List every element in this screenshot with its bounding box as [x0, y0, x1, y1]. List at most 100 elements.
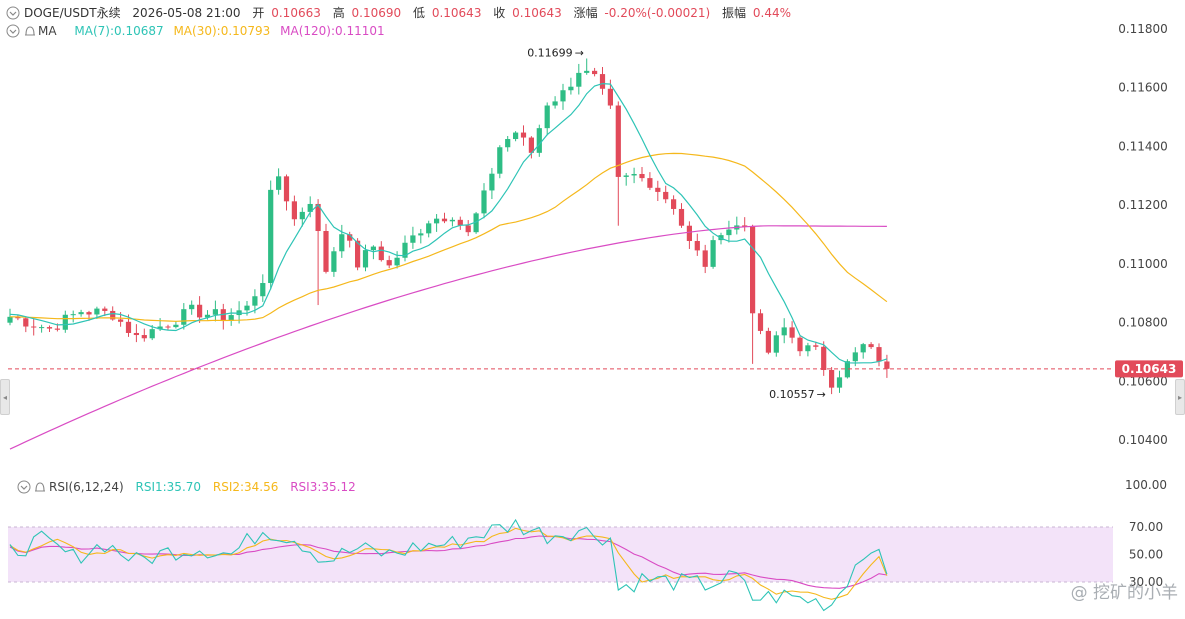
- bell-icon[interactable]: [25, 26, 35, 36]
- candlestick-series: [7, 58, 890, 395]
- candle: [663, 185, 669, 204]
- rsi-legend[interactable]: RSI(6,12,24) RSI1:35.70 RSI2:34.56 RSI3:…: [17, 480, 356, 494]
- left-scroll-handle[interactable]: ◂: [0, 379, 10, 415]
- candle-body: [465, 225, 471, 233]
- candle-body: [836, 377, 843, 388]
- candle: [489, 167, 495, 200]
- candle-body: [418, 233, 424, 236]
- rsi3-legend: RSI3:35.12: [290, 480, 356, 494]
- candle-body: [31, 326, 37, 328]
- candle-body: [402, 242, 408, 258]
- candle-body: [315, 203, 321, 232]
- candle-body: [615, 105, 621, 177]
- price-tick-label: 0.10600: [1118, 375, 1168, 389]
- candle: [62, 310, 68, 333]
- candle: [307, 196, 313, 218]
- arrow-right-icon: →: [817, 388, 826, 401]
- candle: [228, 308, 234, 326]
- candle: [765, 327, 771, 355]
- candle-body: [189, 304, 195, 310]
- candle-body: [497, 147, 503, 174]
- candle-body: [726, 229, 732, 236]
- candle-body: [805, 345, 811, 352]
- candle-body: [821, 346, 827, 371]
- rsi-axis: 100.00 70.00 50.00 30.00: [1125, 478, 1167, 589]
- candle-body: [710, 240, 716, 267]
- ma120-line: [9, 225, 887, 450]
- candle-body: [102, 308, 108, 311]
- candle: [544, 102, 550, 136]
- candle-body: [94, 308, 100, 315]
- amplitude-label: 振幅: [722, 5, 746, 20]
- candle-body: [686, 225, 692, 241]
- high-label: 高: [333, 5, 345, 20]
- candle-body: [441, 218, 448, 222]
- low-label: 低: [413, 6, 425, 20]
- price-tick-label: 0.11200: [1118, 198, 1168, 212]
- candle: [884, 354, 890, 378]
- candle-body: [844, 361, 850, 378]
- candle: [789, 321, 795, 344]
- candle-body: [394, 257, 400, 266]
- candle-body: [876, 347, 882, 362]
- collapse-chevron-icon[interactable]: [17, 480, 31, 494]
- candle: [133, 324, 139, 343]
- svg-text:MA MA(7):0.10687 M: MA MA(7):0.10687 MA(30):0.10793 MA(120):…: [38, 24, 385, 38]
- candle: [568, 77, 574, 95]
- candle-body: [797, 337, 803, 352]
- bell-icon[interactable]: [35, 482, 45, 492]
- svg-text:RSI(6,12,24) RSI1:35.70: RSI(6,12,24) RSI1:35.70 RSI2:34.56 RSI3:…: [49, 480, 356, 494]
- candle: [813, 341, 819, 350]
- candle: [757, 309, 764, 335]
- candle-body: [370, 246, 376, 251]
- candle: [710, 235, 716, 269]
- candle: [686, 221, 692, 249]
- candle-body: [78, 312, 84, 315]
- candle-body: [742, 225, 748, 227]
- candle: [189, 300, 195, 315]
- candle-body: [86, 312, 92, 315]
- chevron-down-icon: [9, 11, 17, 16]
- candle-body: [528, 137, 534, 153]
- candle: [434, 214, 440, 232]
- candle: [584, 58, 590, 75]
- candle: [394, 251, 400, 269]
- candle: [734, 216, 740, 235]
- price-axis: 0.11800 0.11600 0.11400 0.11200 0.11000 0.108…: [1118, 22, 1168, 447]
- candle-body: [410, 235, 416, 243]
- candle-body: [599, 74, 606, 89]
- right-scroll-handle[interactable]: ▸: [1175, 379, 1185, 415]
- price-tick-label: 0.11600: [1118, 81, 1168, 95]
- candle: [868, 342, 874, 349]
- candle: [876, 343, 882, 367]
- candle-body: [260, 283, 266, 297]
- candle: [678, 203, 685, 228]
- collapse-chevron-icon[interactable]: [6, 24, 20, 38]
- candle-body: [536, 128, 542, 153]
- arrow-right-icon: →: [575, 46, 584, 59]
- price-tick-label: 0.11000: [1118, 257, 1168, 271]
- candle: [465, 220, 471, 237]
- candle-body: [386, 260, 392, 266]
- candle: [552, 96, 558, 109]
- candle: [323, 223, 329, 274]
- candle-body: [133, 332, 139, 336]
- candle: [39, 324, 45, 333]
- candle-body: [141, 335, 147, 339]
- rsi2-legend: RSI2:34.56: [213, 480, 279, 494]
- low-marker: 0.10557 →: [769, 388, 826, 401]
- candle-body: [481, 190, 487, 214]
- rsi-legend-name: RSI(6,12,24): [49, 480, 124, 494]
- candle-body: [173, 324, 179, 328]
- candle: [615, 101, 621, 226]
- close-label: 收: [493, 6, 505, 20]
- candle-body: [244, 305, 250, 311]
- ma-legend[interactable]: MA MA(7):0.10687 MA(30):0.10793 MA(120):…: [6, 24, 385, 38]
- candle: [671, 195, 677, 215]
- close-value: 0.10643: [512, 6, 562, 20]
- candle: [46, 325, 53, 333]
- collapse-chevron-icon[interactable]: [6, 6, 20, 20]
- candle-body: [757, 313, 764, 331]
- candle-body: [829, 370, 835, 388]
